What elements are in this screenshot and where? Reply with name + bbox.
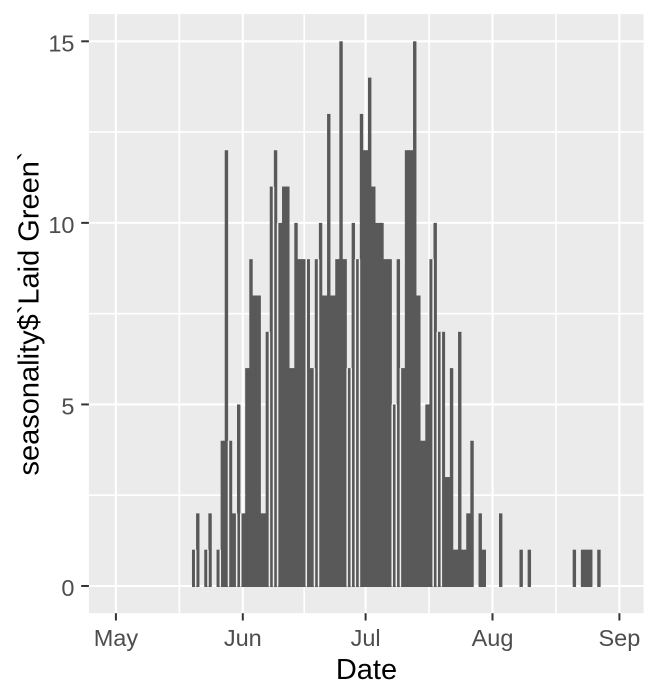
svg-text:10: 10: [48, 212, 74, 238]
svg-text:Aug: Aug: [472, 625, 514, 651]
svg-text:Jul: Jul: [351, 625, 381, 651]
svg-text:seasonality$`Laid Green`: seasonality$`Laid Green`: [14, 151, 46, 475]
svg-text:May: May: [94, 625, 139, 651]
svg-text:Jun: Jun: [224, 625, 262, 651]
svg-text:0: 0: [61, 575, 74, 601]
svg-text:Sep: Sep: [598, 625, 640, 651]
svg-text:15: 15: [48, 30, 74, 56]
svg-text:Date: Date: [336, 654, 397, 686]
svg-text:5: 5: [61, 393, 74, 419]
